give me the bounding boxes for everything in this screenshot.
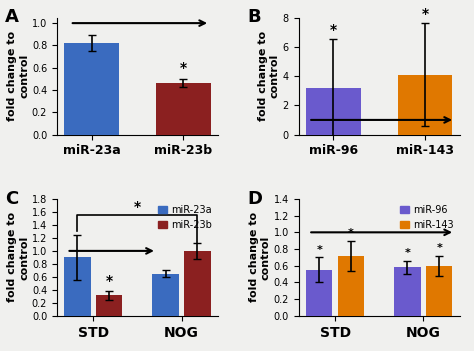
Bar [394,267,421,316]
Bar [96,295,122,316]
Text: *: * [421,7,428,21]
Bar [337,256,364,316]
Y-axis label: fold change to
control: fold change to control [249,212,271,303]
Text: A: A [5,8,19,26]
Text: *: * [180,61,187,75]
Text: *: * [348,228,354,238]
Y-axis label: fold change to
control: fold change to control [8,31,29,121]
Text: *: * [316,245,322,255]
Text: *: * [404,248,410,258]
Y-axis label: fold change to
control: fold change to control [258,31,280,121]
Bar [426,266,453,316]
Bar [306,270,332,316]
Bar [306,88,361,134]
Text: C: C [5,190,18,207]
Bar [64,43,119,134]
Bar [184,251,211,316]
Legend: miR-96, miR-143: miR-96, miR-143 [396,201,458,233]
Legend: miR-23a, miR-23b: miR-23a, miR-23b [154,201,216,233]
Text: *: * [134,200,141,214]
Bar [153,274,179,316]
Text: D: D [247,190,262,207]
Text: *: * [330,23,337,37]
Text: *: * [436,243,442,253]
Y-axis label: fold change to
control: fold change to control [8,212,29,303]
Bar [64,257,91,316]
Text: B: B [247,8,261,26]
Text: *: * [106,274,113,288]
Bar [156,83,211,134]
Bar [398,75,453,134]
